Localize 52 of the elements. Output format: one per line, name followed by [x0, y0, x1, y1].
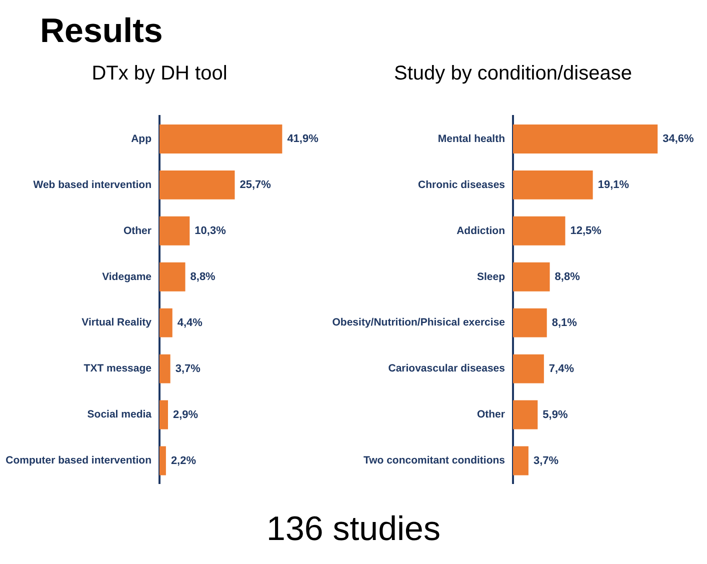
bar [160, 354, 170, 384]
data-label: 25,7% [240, 178, 272, 191]
text: Results [40, 12, 163, 51]
data-label: 2,9% [172, 408, 198, 421]
y-tick-label: Other [123, 224, 152, 237]
data-label: 8,8% [190, 270, 216, 283]
data-label: 41,9% [287, 133, 319, 146]
chart-title: Study by condition/disease [394, 62, 632, 85]
data-label: 2,2% [170, 454, 196, 467]
data-label: 3,7% [175, 362, 201, 375]
data-label: 19,1% [598, 178, 630, 191]
data-label: 10,3% [194, 224, 226, 237]
bar [513, 354, 544, 384]
data-label: 8,1% [552, 316, 578, 329]
bar [160, 170, 235, 200]
y-tick-label: Computer based intervention [6, 454, 152, 467]
y-tick-label: Social media [87, 408, 152, 421]
bar [160, 262, 186, 292]
text: 136 studies [266, 510, 442, 549]
data-label: 12,5% [570, 224, 602, 237]
y-tick-label: Web based intervention [33, 178, 152, 191]
data-label: 5,9% [542, 408, 568, 421]
bar [160, 216, 190, 246]
data-label: 3,7% [533, 454, 559, 467]
bar [160, 400, 168, 430]
y-tick-label: Addiction [456, 224, 505, 237]
bar [513, 400, 538, 430]
bar [513, 170, 593, 200]
chart-title: DTx by DH tool [92, 62, 228, 85]
y-tick-label: Other [476, 408, 505, 421]
y-tick-label: Sleep [476, 270, 505, 283]
bar [160, 124, 282, 154]
data-label: 34,6% [662, 133, 694, 146]
bar [513, 216, 566, 246]
bar [160, 308, 172, 338]
y-tick-label: App [131, 132, 152, 145]
y-tick-label: Mental health [438, 132, 505, 145]
data-label: 7,4% [548, 362, 574, 375]
y-tick-label: Obesity/Nutrition/Phisical exercise [332, 316, 506, 329]
y-tick-label: Cariovascular diseases [388, 362, 506, 375]
y-tick-label: Chronic diseases [418, 178, 506, 191]
data-label: 8,8% [554, 270, 580, 283]
data-label: 4,4% [177, 316, 203, 329]
y-tick-label: TXT message [84, 362, 152, 375]
y-tick-label: Two concomitant conditions [363, 454, 506, 467]
bar [513, 124, 658, 154]
y-tick-label: Virtual Reality [82, 316, 152, 329]
bar [513, 308, 547, 338]
y-tick-label: Videgame [102, 270, 152, 283]
bar [513, 446, 528, 476]
bar [513, 262, 550, 292]
bar [160, 446, 166, 476]
